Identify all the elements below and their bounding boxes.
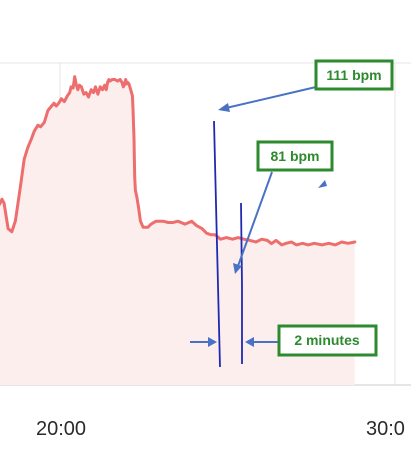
plot-area (0, 75, 357, 385)
arrow-2-minutes-left-head (208, 337, 217, 347)
callout-2-minutes-label: 2 minutes (294, 332, 360, 348)
series-area-0 (0, 76, 355, 385)
time-interval-markers (213, 120, 243, 368)
small-triangle-marker (318, 180, 327, 188)
time-marker-line-left (213, 120, 221, 368)
callout-81-bpm: 81 bpm (256, 140, 334, 172)
callout-2-minutes: 2 minutes (277, 324, 378, 357)
x-tick-label-30: 30:0 (366, 418, 405, 440)
callout-81-bpm-box (256, 140, 334, 172)
arrow-111-bpm (225, 86, 317, 109)
series-line-0 (0, 75, 357, 247)
callout-81-bpm-label: 81 bpm (270, 148, 319, 164)
arrow-81-bpm (237, 171, 273, 267)
callout-2-minutes-box (277, 324, 378, 357)
callout-111-bpm-label: 111 bpm (326, 67, 381, 83)
x-tick-label-20: 20:00 (36, 418, 86, 440)
callout-111-bpm: 111 bpm (314, 59, 394, 91)
time-marker-line-right (240, 202, 243, 364)
arrow-111-bpm-head (218, 103, 230, 112)
annotation-arrows (190, 86, 327, 347)
arrow-81-bpm-head (233, 263, 242, 274)
arrow-2-minutes-right-head (245, 337, 254, 347)
callout-111-bpm-box (314, 59, 394, 91)
